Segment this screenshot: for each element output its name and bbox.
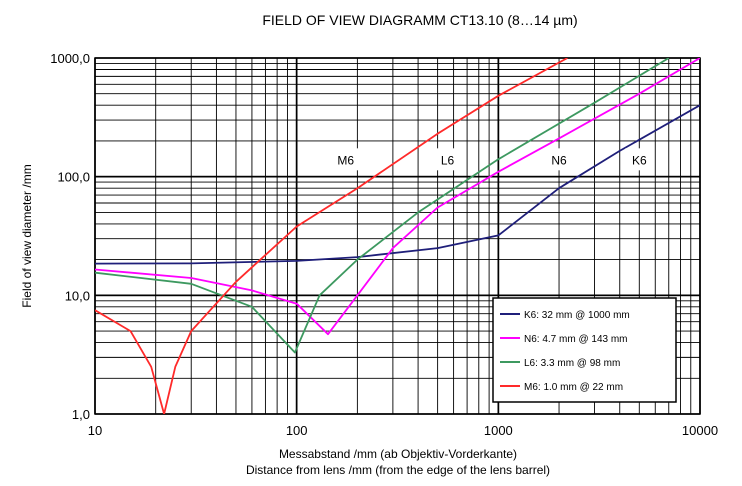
curve-label-box (545, 148, 574, 171)
x-axis-label-english: Distance from lens /mm (from the edge of… (246, 463, 550, 477)
series-line-3 (95, 58, 670, 354)
curve-label: N6 (551, 153, 567, 167)
y-tick-label: 100,0 (57, 170, 90, 185)
curve-label: M6 (337, 153, 354, 167)
y-tick-label: 1,0 (72, 407, 90, 422)
legend-entry: M6: 1.0 mm @ 22 mm (524, 382, 623, 393)
curve-label: K6 (632, 153, 647, 167)
legend-entry: K6: 32 mm @ 1000 mm (524, 310, 630, 321)
curve-label-box (433, 148, 462, 171)
x-tick-label: 1000 (484, 423, 513, 438)
x-tick-label: 100 (286, 423, 308, 438)
legend-entry: L6: 3.3 mm @ 98 mm (524, 358, 620, 369)
curve-label-box (331, 148, 360, 171)
x-tick-label: 10000 (682, 423, 718, 438)
y-tick-label: 10,0 (65, 288, 90, 303)
series-line-1 (95, 104, 700, 265)
curve-label: L6 (441, 153, 455, 167)
x-tick-label: 10 (88, 423, 102, 438)
series-line-2 (95, 58, 700, 336)
curve-label-box (625, 148, 654, 171)
legend (492, 297, 677, 403)
y-axis-label: Field of view diameter /mm (20, 164, 34, 307)
legend-entry: N6: 4.7 mm @ 143 mm (524, 334, 628, 345)
series-line-4 (95, 58, 568, 414)
chart-title: FIELD OF VIEW DIAGRAMM CT13.10 (8…14 µm) (262, 12, 577, 28)
x-axis-label: Messabstand /mm (ab Objektiv-Vorderkante… (279, 447, 517, 461)
y-tick-label: 1000,0 (50, 51, 90, 66)
